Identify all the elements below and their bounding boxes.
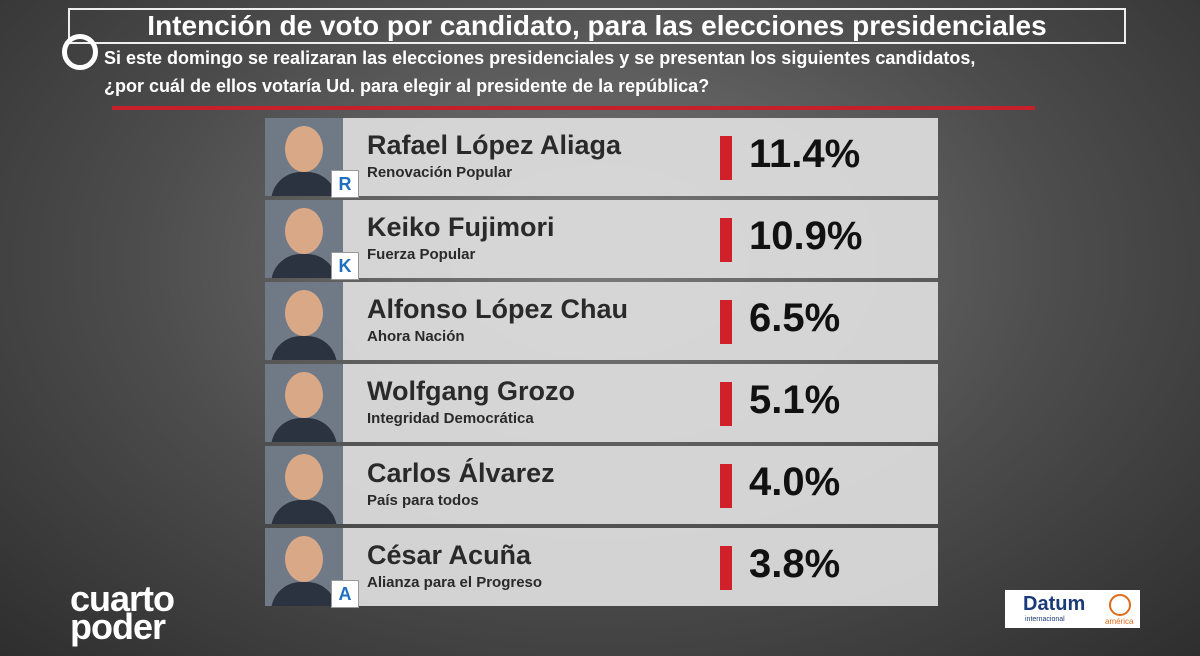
- accent-bar: [720, 300, 732, 344]
- photo-head: [285, 208, 323, 254]
- party-badge: K: [331, 252, 359, 280]
- candidate-row: R Rafael López Aliaga Renovación Popular 11…: [265, 118, 938, 198]
- party-name: Integridad Democrática: [367, 410, 534, 427]
- party-badge: A: [331, 580, 359, 608]
- candidate-row: Alfonso López Chau Ahora Nación 6.5%: [265, 282, 938, 360]
- candidate-name: Carlos Álvarez: [367, 458, 555, 488]
- candidate-name: Wolfgang Grozo: [367, 376, 575, 406]
- question-line: ¿por cuál de ellos votaría Ud. para eleg…: [104, 76, 710, 96]
- pollster-sub: internacional: [1025, 616, 1065, 623]
- photo-head: [285, 454, 323, 500]
- candidate-name: César Acuña: [367, 540, 532, 570]
- accent-bar: [720, 218, 732, 262]
- candidate-photo: [265, 118, 343, 196]
- accent-bar: [720, 464, 732, 508]
- party-name: País para todos: [367, 492, 479, 509]
- candidate-row: K Keiko Fujimori Fuerza Popular 10.9%: [265, 200, 938, 280]
- partner-name: américa: [1105, 617, 1134, 626]
- candidate-photo: [265, 446, 343, 524]
- candidate-photo: [265, 528, 343, 606]
- candidate-row: Carlos Álvarez País para todos 4.0%: [265, 446, 938, 524]
- candidate-name: Alfonso López Chau: [367, 294, 628, 324]
- photo-body: [271, 172, 337, 196]
- candidate-name: Rafael López Aliaga: [367, 130, 622, 160]
- pollster-logo: Datum internacional américa: [1005, 590, 1140, 628]
- photo-head: [285, 372, 323, 418]
- accent-bar: [720, 546, 732, 590]
- pollster-name: Datum: [1023, 593, 1086, 615]
- question-line: Si este domingo se realizaran las elecci…: [104, 48, 976, 68]
- channel-logo: cuarto: [70, 578, 175, 619]
- partner-icon: [1109, 594, 1131, 616]
- vote-percent: 10.9%: [749, 214, 863, 258]
- candidate-photo: [265, 200, 343, 278]
- candidate-name: Keiko Fujimori: [367, 212, 555, 242]
- party-name: Renovación Popular: [367, 164, 513, 181]
- photo-body: [271, 254, 337, 278]
- candidate-row: A César Acuña Alianza para el Progreso 3.8%: [265, 528, 938, 608]
- vote-percent: 11.4%: [749, 132, 861, 176]
- photo-body: [271, 500, 337, 524]
- party-name: Ahora Nación: [367, 328, 465, 345]
- vote-percent: 3.8%: [749, 542, 841, 586]
- title: Intención de voto por candidato, para la…: [68, 8, 1126, 44]
- vote-percent: 4.0%: [749, 460, 841, 504]
- divider: [112, 106, 1035, 110]
- photo-body: [271, 336, 337, 360]
- party-badge: R: [331, 170, 359, 198]
- photo-body: [271, 582, 337, 606]
- photo-body: [271, 418, 337, 442]
- channel-logo: poder: [70, 606, 166, 647]
- vote-percent: 6.5%: [749, 296, 841, 340]
- channel-icon: [62, 34, 98, 70]
- party-name: Fuerza Popular: [367, 246, 476, 263]
- candidate-photo: [265, 364, 343, 442]
- photo-head: [285, 126, 323, 172]
- accent-bar: [720, 136, 732, 180]
- candidate-photo: [265, 282, 343, 360]
- candidate-row: Wolfgang Grozo Integridad Democrática 5.1%: [265, 364, 938, 442]
- photo-head: [285, 536, 323, 582]
- party-name: Alianza para el Progreso: [367, 574, 543, 591]
- accent-bar: [720, 382, 732, 426]
- photo-head: [285, 290, 323, 336]
- vote-percent: 5.1%: [749, 378, 841, 422]
